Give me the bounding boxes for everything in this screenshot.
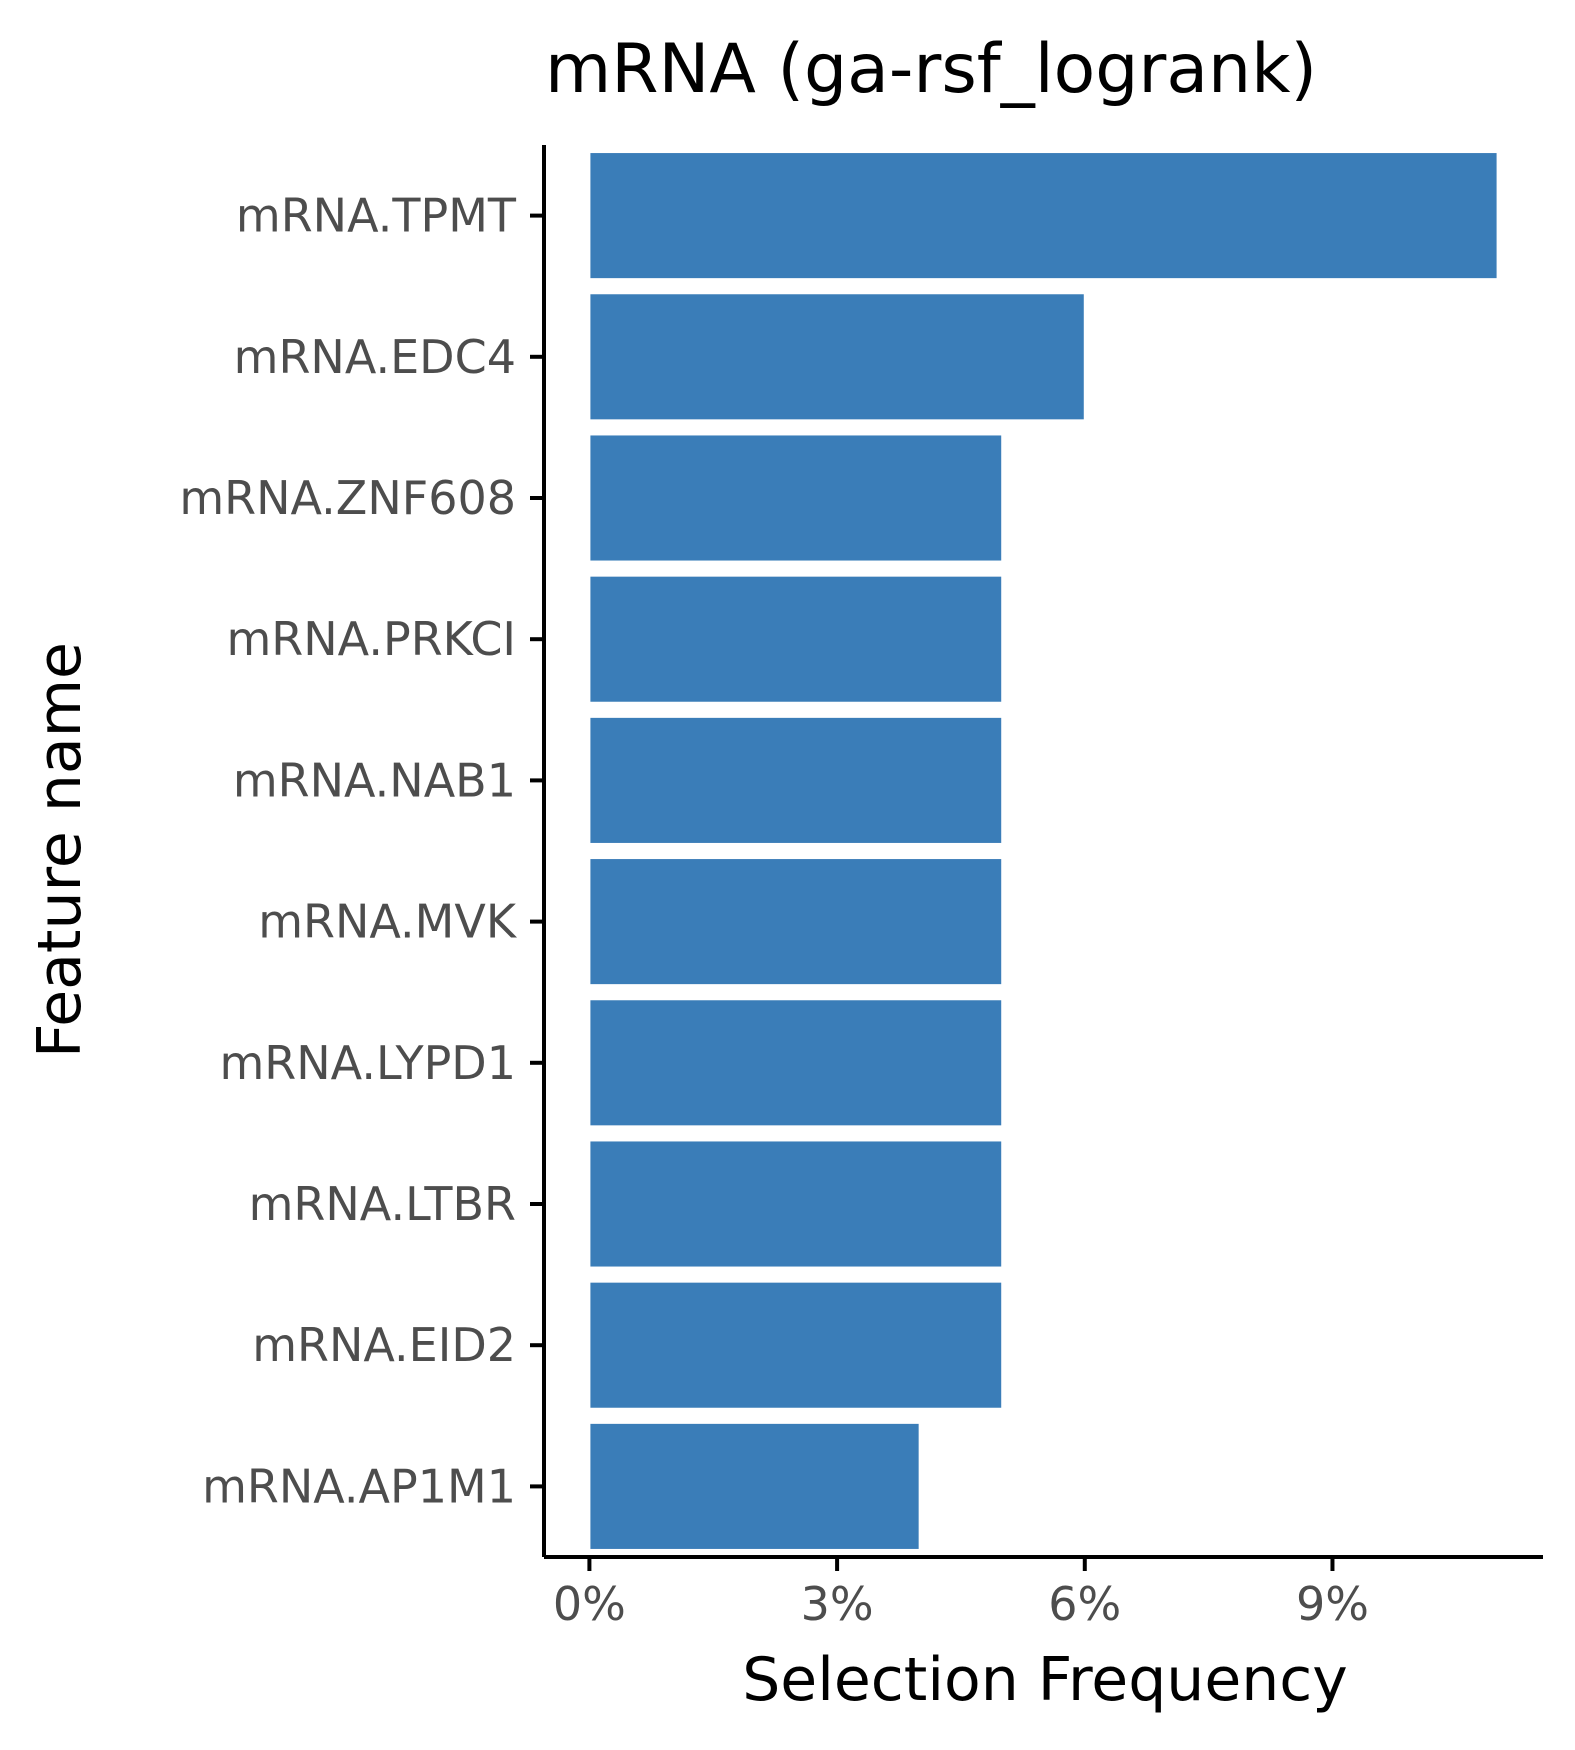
y-axis-title: Feature name [25,642,95,1058]
bar [588,998,1004,1128]
x-axis-title: Selection Frequency [742,1645,1348,1715]
y-tick-label: mRNA.LYPD1 [219,1036,516,1090]
y-tick-label: mRNA.EID2 [252,1318,516,1372]
bar [588,1421,921,1551]
bar [588,715,1004,845]
x-tick-label: 0% [553,1577,626,1631]
y-tick-label: mRNA.EDC4 [234,330,516,384]
y-tick-label: mRNA.AP1M1 [202,1459,516,1513]
x-tick-label: 9% [1296,1577,1369,1631]
chart-title: mRNA (ga-rsf_logrank) [545,30,1317,109]
bar [588,151,1499,281]
bar [588,433,1004,563]
y-tick-label: mRNA.MVK [258,895,518,949]
bar [588,1280,1004,1410]
y-tick-label: mRNA.TPMT [236,189,517,243]
x-tick-label: 3% [801,1577,874,1631]
x-axis: 0% 3% 6% 9% [544,1555,1543,1631]
y-tick-label: mRNA.LTBR [249,1177,516,1231]
y-tick-label: mRNA.ZNF608 [179,471,516,525]
bar [588,857,1004,987]
y-tick-label: mRNA.PRKCI [227,612,517,666]
y-tick-label: mRNA.NAB1 [233,753,516,807]
y-axis: mRNA.TPMT mRNA.EDC4 mRNA.ZNF608 mRNA.PRKCI m… [179,145,546,1557]
bar [588,1139,1004,1269]
bar-group [588,151,1499,1551]
x-tick-label: 6% [1048,1577,1121,1631]
bar [588,574,1004,704]
bar [588,292,1086,422]
